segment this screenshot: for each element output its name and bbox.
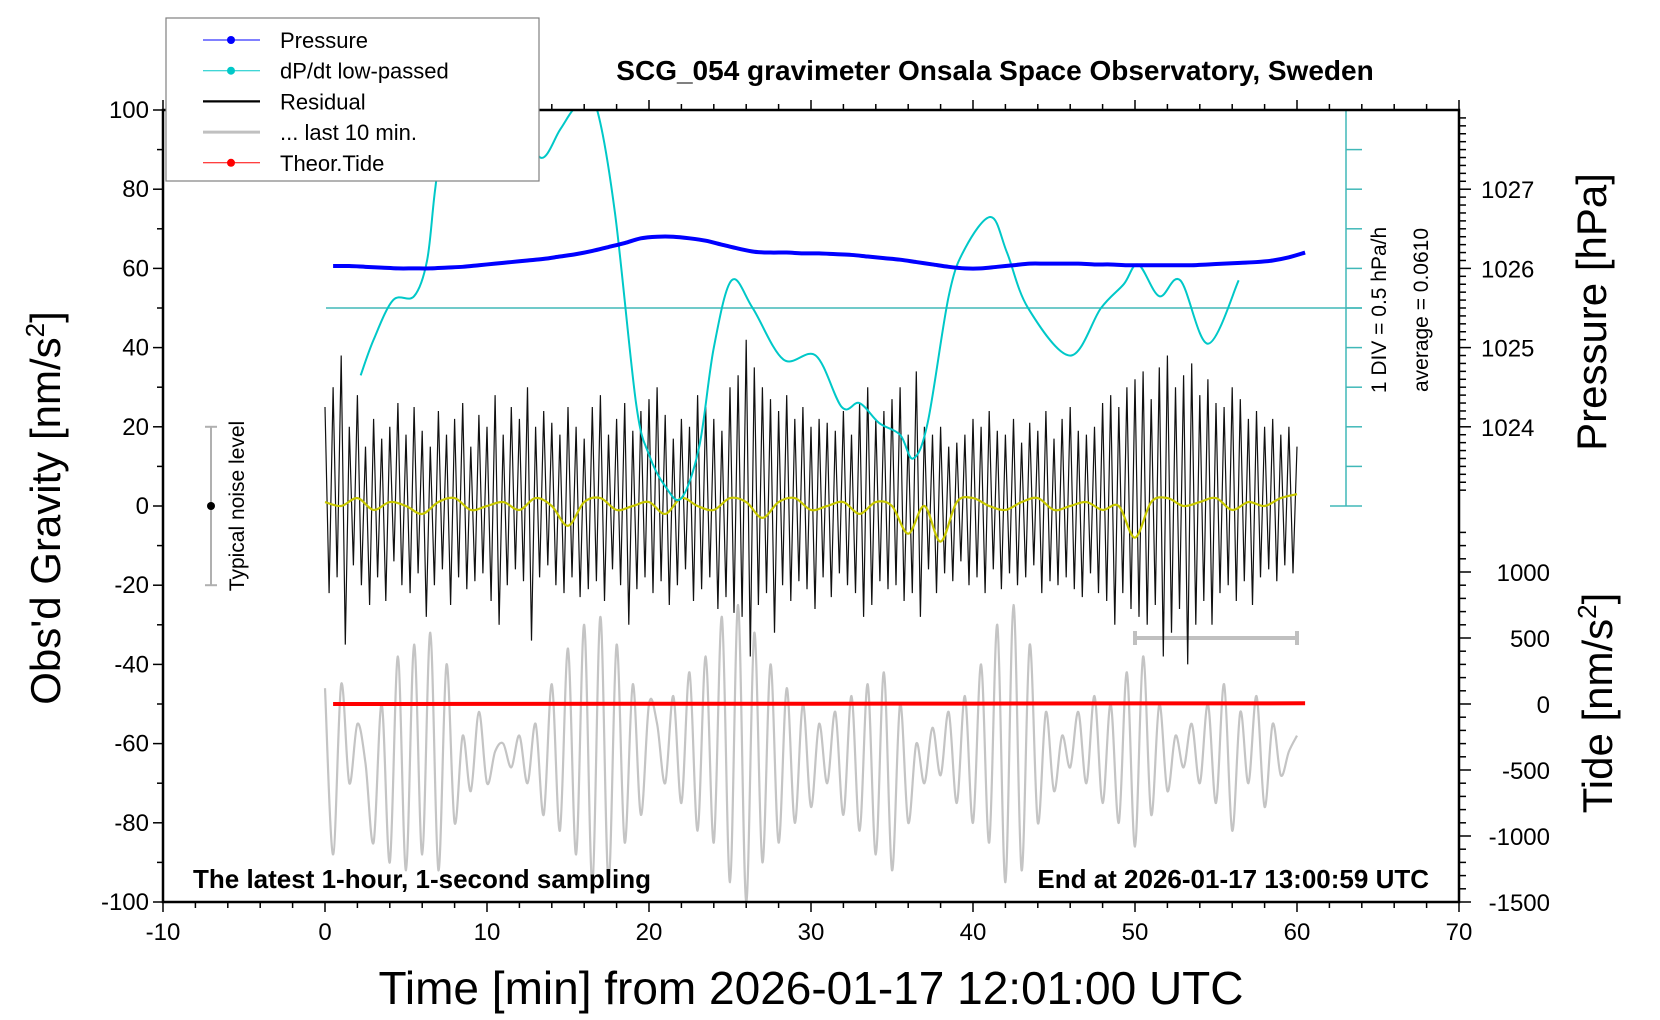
x-axis-title: Time [min] from 2026-01-17 12:01:00 UTC bbox=[379, 962, 1244, 1014]
tide-tick-label: 500 bbox=[1510, 626, 1550, 653]
y-tick-label: -60 bbox=[114, 731, 149, 758]
y-tick-label: 20 bbox=[122, 414, 149, 441]
legend: Pressure dP/dt low-passed Residual ... last… bbox=[165, 17, 540, 182]
legend-box bbox=[165, 17, 540, 182]
tide-axis-title-main: Tide [nm/s bbox=[1574, 619, 1621, 814]
tide-axis-title-sup: 2 bbox=[1572, 604, 1602, 618]
plot-frame bbox=[161, 108, 1461, 904]
tide-tick-label: -1500 bbox=[1489, 890, 1550, 917]
annotation-end-time: End at 2026-01-17 13:00:59 UTC bbox=[1037, 864, 1429, 894]
noise-level-label: Typical noise level bbox=[226, 421, 249, 591]
x-tick-label: 10 bbox=[474, 919, 501, 946]
plot-area bbox=[323, 110, 1362, 902]
y-tick-label: 60 bbox=[122, 255, 149, 282]
y-axis-title-sup: 2 bbox=[20, 323, 50, 337]
annotation-latest: The latest 1-hour, 1-second sampling bbox=[193, 864, 651, 894]
y-axis-title-main: Obs'd Gravity [nm/s bbox=[22, 337, 69, 704]
pressure-tick-label: 1027 bbox=[1481, 177, 1534, 204]
legend-label: Pressure bbox=[280, 28, 368, 53]
tide-tick-label: 0 bbox=[1537, 692, 1550, 719]
tide-tick-label: 1000 bbox=[1497, 560, 1550, 587]
x-tick-label: 0 bbox=[318, 919, 331, 946]
pressure-tick-label: 1025 bbox=[1481, 336, 1534, 363]
y-tick-label: -80 bbox=[114, 810, 149, 837]
y-axis-title: Obs'd Gravity [nm/s2] bbox=[20, 311, 69, 705]
chart-title: SCG_054 gravimeter Onsala Space Observat… bbox=[616, 55, 1373, 86]
x-tick-label: 30 bbox=[798, 919, 825, 946]
dpdt-average-label: average = 0.0610 bbox=[1410, 228, 1433, 392]
noise-level-dot bbox=[207, 502, 215, 510]
y-axis-title-end: ] bbox=[22, 311, 69, 323]
series-residual bbox=[324, 339, 1298, 665]
x-tick-label: 50 bbox=[1122, 919, 1149, 946]
pressure-tick-label: 1026 bbox=[1481, 256, 1534, 283]
y-tick-label: -20 bbox=[114, 572, 149, 599]
x-tick-label: 60 bbox=[1284, 919, 1311, 946]
y-tick-label: -100 bbox=[101, 889, 149, 916]
legend-item: Residual bbox=[203, 89, 366, 114]
x-tick-label: 20 bbox=[636, 919, 663, 946]
series-residual-smoothed bbox=[324, 493, 1298, 543]
pressure-tick-label: 1024 bbox=[1481, 415, 1534, 442]
tide-tick-label: -1000 bbox=[1489, 824, 1550, 851]
y-tick-label: 0 bbox=[136, 493, 149, 520]
dpdt-scale-label: 1 DIV = 0.5 hPa/h bbox=[1368, 227, 1391, 393]
x-tick-label: 70 bbox=[1446, 919, 1473, 946]
y-tick-label: 100 bbox=[109, 97, 149, 124]
legend-swatch-marker bbox=[227, 158, 235, 167]
legend-swatch-marker bbox=[227, 66, 235, 75]
x-tick-label: -10 bbox=[146, 919, 181, 946]
y-tick-label: -40 bbox=[114, 651, 149, 678]
y-tick-label: 80 bbox=[122, 176, 149, 203]
legend-label: dP/dt low-passed bbox=[280, 59, 449, 84]
legend-item: Pressure bbox=[203, 28, 368, 53]
legend-label: Residual bbox=[280, 89, 366, 114]
y-tick-label: 40 bbox=[122, 335, 149, 362]
tide-axis-title: Tide [nm/s2] bbox=[1572, 593, 1621, 814]
legend-item: dP/dt low-passed bbox=[203, 59, 449, 84]
legend-item: ... last 10 min. bbox=[203, 120, 417, 145]
series-pressure bbox=[333, 234, 1306, 271]
tide-tick-label: -500 bbox=[1502, 758, 1550, 785]
tide-axis-title-end: ] bbox=[1574, 593, 1621, 605]
legend-label: Theor.Tide bbox=[280, 151, 384, 176]
series-tide bbox=[333, 701, 1306, 706]
series-dpdt bbox=[359, 110, 1240, 502]
legend-swatch-marker bbox=[227, 36, 235, 44]
legend-item: Theor.Tide bbox=[203, 151, 384, 176]
series-last-10-min bbox=[323, 603, 1298, 902]
axes: -10 0 10 20 30 40 50 60 70100806040200-20-40-60-… bbox=[101, 97, 1550, 946]
pressure-axis-title: Pressure [hPa] bbox=[1568, 173, 1615, 451]
legend-label: ... last 10 min. bbox=[280, 120, 417, 145]
x-tick-label: 40 bbox=[960, 919, 987, 946]
